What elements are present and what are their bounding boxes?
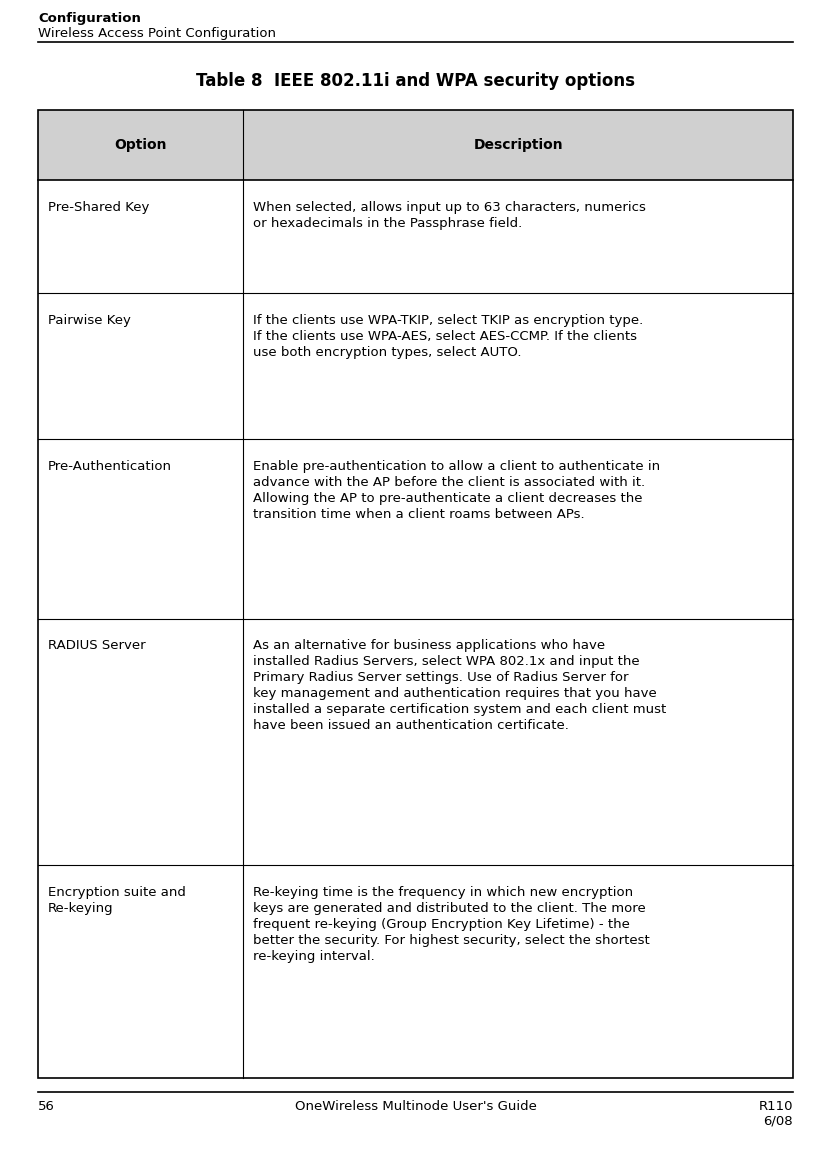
Text: Re-keying time is the frequency in which new encryption
keys are generated and d: Re-keying time is the frequency in which… xyxy=(253,885,650,963)
Text: RADIUS Server: RADIUS Server xyxy=(48,640,145,653)
Text: Pre-Shared Key: Pre-Shared Key xyxy=(48,201,150,214)
Text: Pairwise Key: Pairwise Key xyxy=(48,313,130,326)
Text: OneWireless Multinode User's Guide: OneWireless Multinode User's Guide xyxy=(294,1100,537,1113)
Text: As an alternative for business applications who have
installed Radius Servers, s: As an alternative for business applicati… xyxy=(253,640,666,733)
Text: Encryption suite and
Re-keying: Encryption suite and Re-keying xyxy=(48,885,186,915)
Text: Configuration: Configuration xyxy=(38,12,141,25)
Text: Table 8  IEEE 802.11i and WPA security options: Table 8 IEEE 802.11i and WPA security op… xyxy=(196,72,635,90)
Text: Option: Option xyxy=(115,139,167,153)
Text: Pre-Authentication: Pre-Authentication xyxy=(48,460,172,473)
Text: Description: Description xyxy=(474,139,563,153)
Text: Wireless Access Point Configuration: Wireless Access Point Configuration xyxy=(38,27,276,40)
Text: 6/08: 6/08 xyxy=(764,1114,793,1127)
Text: Enable pre-authentication to allow a client to authenticate in
advance with the : Enable pre-authentication to allow a cli… xyxy=(253,460,661,521)
Text: R110: R110 xyxy=(759,1100,793,1113)
Text: 56: 56 xyxy=(38,1100,55,1113)
Text: If the clients use WPA-TKIP, select TKIP as encryption type.
If the clients use : If the clients use WPA-TKIP, select TKIP… xyxy=(253,313,644,359)
Bar xyxy=(38,110,793,1078)
Bar xyxy=(38,110,793,181)
Text: When selected, allows input up to 63 characters, numerics
or hexadecimals in the: When selected, allows input up to 63 cha… xyxy=(253,201,647,230)
